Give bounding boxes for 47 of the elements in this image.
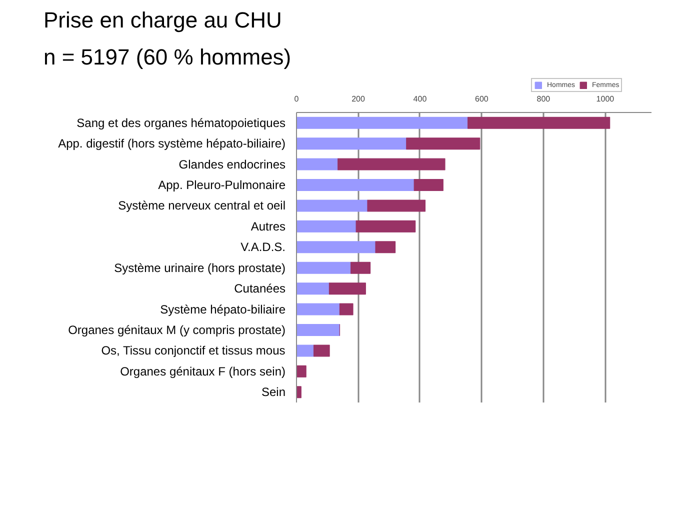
x-tick-label: 0 [294,94,300,104]
x-tick-label: 800 [536,94,551,104]
bar [406,138,480,150]
bar [356,220,416,232]
bar [296,365,306,378]
y-tick-label: Système nerveux central et oeil [118,198,286,213]
bar [296,138,407,150]
y-tick-label: Sein [261,385,286,400]
bar [296,241,376,254]
chart-subtitle: n = 5197 (60 % hommes) [44,44,292,70]
y-tick-label: Organes génitaux M (y compris prostate) [68,323,286,337]
y-tick-label: Sang et des organes hématopoietiques [76,116,286,130]
bar [367,200,426,212]
bar [296,303,340,316]
bar [338,158,446,170]
bar [296,200,368,212]
bar [328,282,366,295]
y-tick-label: App. digestif (hors système hépato-biliaire) [58,136,286,151]
y-tick-label: Système urinaire (hors prostate) [114,260,286,275]
bar [296,116,468,129]
bar [296,179,414,191]
bar [296,158,338,170]
x-tick-label: 600 [475,94,489,104]
bar [296,282,330,295]
y-tick-label: App. Pleuro-Pulmonaire [158,178,286,192]
bar [350,262,371,274]
y-tick-label: Autres [250,219,286,234]
bar [296,344,314,357]
x-tick-label: 1000 [596,94,615,104]
y-tick-label: Système hépato-biliaire [160,302,286,316]
y-tick-label: Organes génitaux F (hors sein) [120,364,286,378]
x-tick-label: 200 [352,94,366,104]
chart-title: Prise en charge au CHU [44,8,282,32]
bar [339,303,354,316]
bar [296,220,356,232]
y-tick-label: Glandes endocrines [178,157,286,172]
y-tick-label: V.A.D.S. [240,240,286,254]
bar [375,241,396,254]
y-tick-label: Os, Tissu conjonctif et tissus mous [101,344,286,358]
bar [414,179,444,191]
bar [468,116,610,129]
y-tick-label: Cutanées [234,282,286,296]
bar [296,262,352,274]
x-tick-label: 400 [413,94,428,104]
bar [296,386,302,398]
bar [313,344,330,357]
bar [296,324,340,336]
